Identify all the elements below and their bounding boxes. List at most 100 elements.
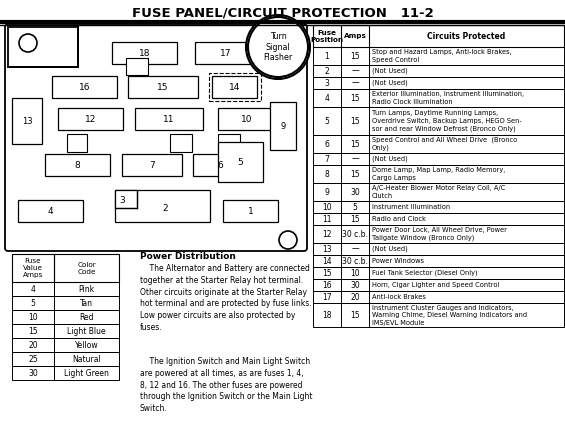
Text: A/C-Heater Blower Motor Relay Coil, A/C
Clutch: A/C-Heater Blower Motor Relay Coil, A/C …	[372, 185, 505, 199]
Bar	[12, 310, 54, 324]
Text: 1: 1	[325, 51, 329, 61]
Text: 14: 14	[322, 257, 332, 265]
Bar	[54, 282, 119, 296]
Bar	[313, 153, 564, 165]
Text: 15: 15	[350, 139, 360, 149]
Text: 7: 7	[149, 161, 155, 169]
Text: Instrument Illumination: Instrument Illumination	[372, 204, 450, 210]
Bar	[67, 134, 87, 152]
Text: Turn
Signal
Flasher: Turn Signal Flasher	[263, 32, 293, 62]
Bar	[12, 324, 54, 338]
Text: Color
Code: Color Code	[77, 261, 96, 275]
Text: The Alternator and Battery are connected
together at the Starter Relay hot termi: The Alternator and Battery are connected…	[140, 264, 312, 332]
Text: Light Blue: Light Blue	[67, 326, 106, 335]
Text: 16: 16	[79, 83, 90, 92]
Text: Stop and Hazard Lamps, Anti-lock Brakes,
Speed Control: Stop and Hazard Lamps, Anti-lock Brakes,…	[372, 49, 512, 63]
Text: Red: Red	[79, 312, 94, 322]
Text: Power Windows: Power Windows	[372, 258, 424, 264]
Bar	[8, 27, 78, 67]
Text: 30 c.b.: 30 c.b.	[342, 230, 368, 238]
Text: Circuits Protected: Circuits Protected	[427, 32, 506, 40]
Bar	[58, 108, 123, 130]
Bar	[52, 76, 117, 98]
Circle shape	[19, 34, 37, 52]
Bar	[223, 200, 278, 222]
Bar	[313, 291, 564, 303]
Bar	[313, 135, 564, 153]
Text: 10: 10	[322, 202, 332, 212]
Text: Yellow: Yellow	[75, 341, 98, 349]
Bar	[54, 296, 119, 310]
Bar	[170, 134, 192, 152]
Text: Radio and Clock: Radio and Clock	[372, 216, 426, 222]
Text: Horn, Cigar Lighter and Speed Control: Horn, Cigar Lighter and Speed Control	[372, 282, 499, 288]
Text: 17: 17	[322, 293, 332, 301]
Bar	[12, 366, 54, 380]
Text: 15: 15	[350, 169, 360, 179]
Bar	[12, 296, 54, 310]
Text: Light Green: Light Green	[64, 369, 109, 378]
Text: Amps: Amps	[344, 33, 367, 39]
Bar	[212, 76, 257, 98]
Text: 15: 15	[350, 51, 360, 61]
Text: The Ignition Switch and Main Light Switch
are powered at all times, as are fuses: The Ignition Switch and Main Light Switc…	[140, 357, 312, 413]
Bar	[313, 213, 564, 225]
Text: Power Distribution: Power Distribution	[140, 252, 236, 261]
Bar	[313, 89, 564, 107]
Text: 5: 5	[324, 117, 329, 125]
Text: Fuse
Value
Amps: Fuse Value Amps	[23, 258, 43, 278]
Bar	[313, 267, 564, 279]
Bar	[270, 102, 296, 150]
Bar	[313, 65, 564, 77]
Text: 13: 13	[322, 245, 332, 253]
Text: 16: 16	[322, 281, 332, 290]
Text: —: —	[351, 245, 359, 253]
Bar	[122, 154, 182, 176]
Text: Fuse
Position: Fuse Position	[310, 29, 344, 43]
Text: 3: 3	[324, 78, 329, 88]
Bar	[218, 142, 263, 182]
Text: 30: 30	[28, 369, 38, 378]
Bar	[218, 134, 240, 152]
Text: 14: 14	[229, 83, 240, 92]
Bar	[12, 282, 54, 296]
Text: 15: 15	[350, 117, 360, 125]
Text: 9: 9	[280, 121, 286, 131]
Bar	[12, 352, 54, 366]
Text: (Not Used): (Not Used)	[372, 80, 408, 86]
Text: Fuel Tank Selector (Diesel Only): Fuel Tank Selector (Diesel Only)	[372, 270, 477, 276]
Bar	[12, 254, 54, 282]
Bar	[12, 98, 42, 144]
Bar	[112, 42, 177, 64]
Text: 10: 10	[350, 268, 360, 278]
Text: 17: 17	[220, 48, 232, 58]
Text: —: —	[351, 78, 359, 88]
Bar	[54, 338, 119, 352]
Text: Dome Lamp, Map Lamp, Radio Memory,
Cargo Lamps: Dome Lamp, Map Lamp, Radio Memory, Cargo…	[372, 167, 505, 181]
Bar	[193, 154, 248, 176]
Text: 4: 4	[31, 285, 36, 293]
Bar	[12, 338, 54, 352]
Bar	[45, 154, 110, 176]
Text: 6: 6	[324, 139, 329, 149]
Text: 11: 11	[163, 114, 175, 124]
Text: 25: 25	[28, 355, 38, 363]
Bar	[313, 201, 564, 213]
Text: (Not Used): (Not Used)	[372, 68, 408, 74]
Text: 12: 12	[85, 114, 96, 124]
Text: 8: 8	[75, 161, 80, 169]
Bar	[54, 310, 119, 324]
Bar	[313, 243, 564, 255]
Text: (Not Used): (Not Used)	[372, 246, 408, 252]
Bar	[54, 324, 119, 338]
Text: 30 c.b.: 30 c.b.	[342, 257, 368, 265]
Bar	[313, 25, 564, 47]
Text: 8: 8	[325, 169, 329, 179]
Text: 3: 3	[119, 195, 125, 205]
Bar	[313, 279, 564, 291]
Text: Exterior Illumination, Instrument Illumination,
Radio Clock Illumination: Exterior Illumination, Instrument Illumi…	[372, 91, 524, 105]
Bar	[135, 108, 203, 130]
Bar	[313, 107, 564, 135]
Bar	[313, 255, 564, 267]
Text: 15: 15	[28, 326, 38, 335]
